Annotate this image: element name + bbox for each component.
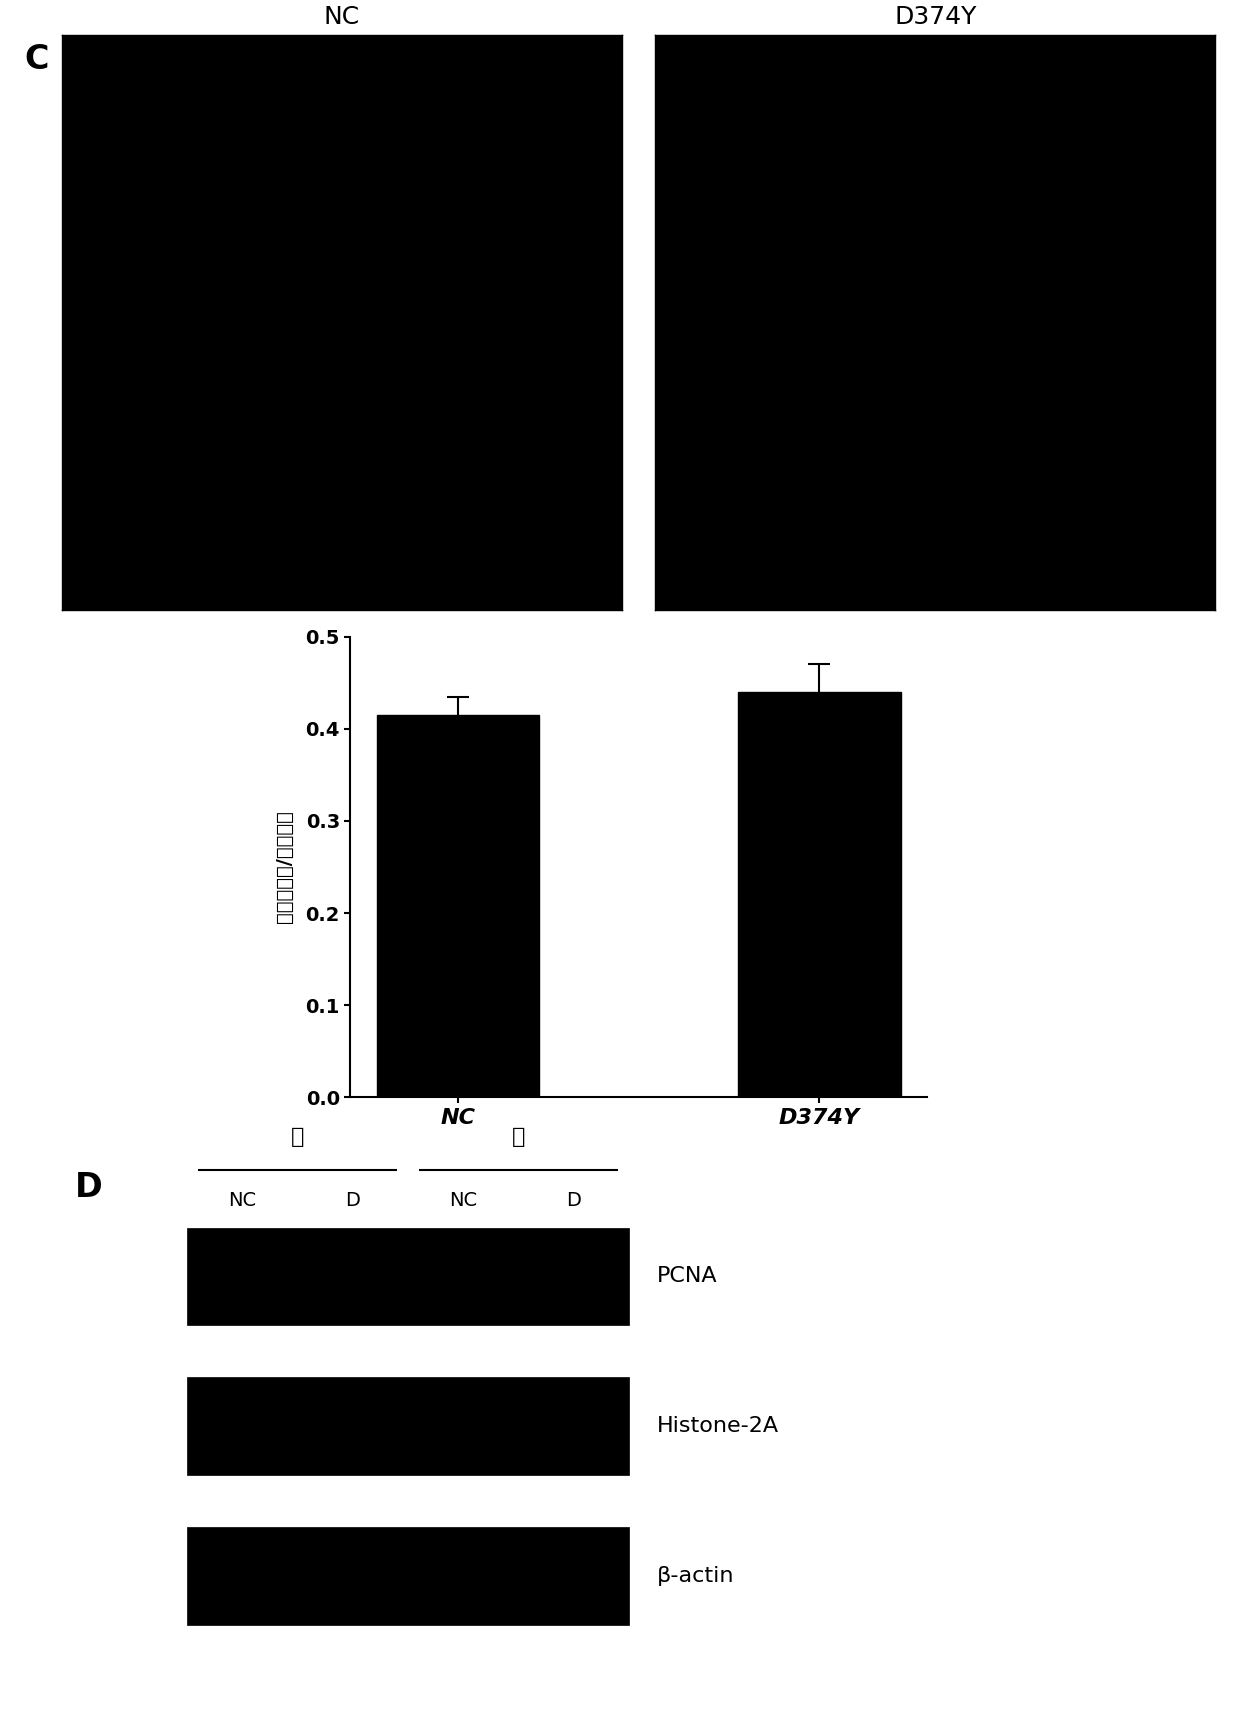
Text: β-actin: β-actin bbox=[657, 1566, 734, 1585]
Y-axis label: 分裂细胞数/总细胞数: 分裂细胞数/总细胞数 bbox=[275, 810, 294, 924]
Text: Histone-2A: Histone-2A bbox=[657, 1417, 779, 1436]
Text: 核: 核 bbox=[512, 1127, 526, 1146]
Text: C: C bbox=[25, 43, 50, 76]
Text: D: D bbox=[345, 1191, 360, 1210]
Bar bbox=[377, 714, 539, 1098]
Text: D: D bbox=[567, 1191, 582, 1210]
Title: NC: NC bbox=[324, 5, 360, 28]
Bar bbox=[738, 692, 900, 1098]
Text: PCNA: PCNA bbox=[657, 1266, 718, 1287]
Text: NC: NC bbox=[449, 1191, 477, 1210]
Title: D374Y: D374Y bbox=[894, 5, 976, 28]
Text: D: D bbox=[74, 1170, 102, 1205]
Bar bbox=[186, 1228, 630, 1325]
Text: NC: NC bbox=[228, 1191, 255, 1210]
Bar bbox=[186, 1377, 630, 1476]
Bar bbox=[186, 1526, 630, 1625]
Text: 质: 质 bbox=[290, 1127, 304, 1146]
